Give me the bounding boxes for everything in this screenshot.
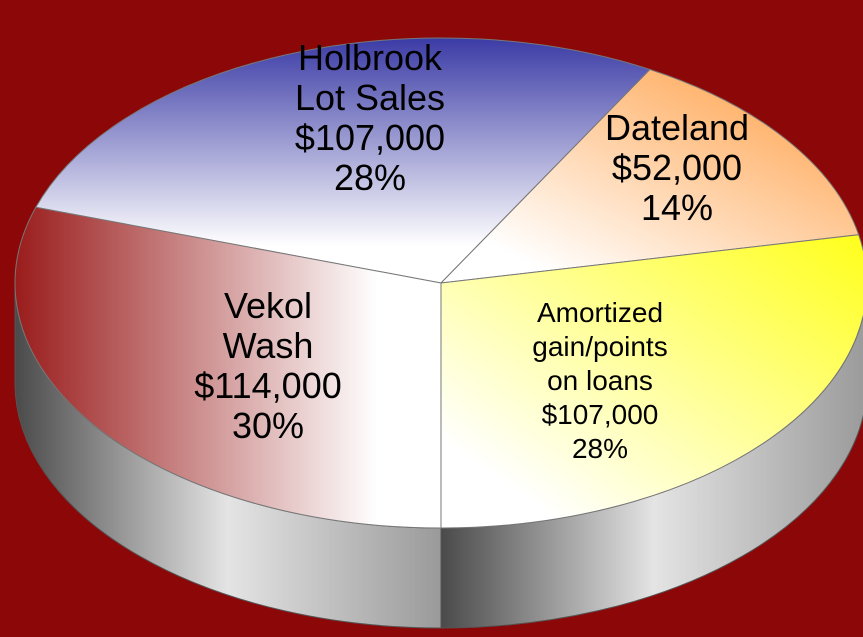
pie-slice [439, 68, 860, 284]
slice-label: Holbrook Lot Sales $107,000 28% [295, 38, 445, 198]
slice-percent: 30% [231, 405, 305, 446]
slice-name: Dateland [604, 107, 750, 148]
slice-label: Amortized gain/points on loans $107,000 28… [532, 296, 667, 466]
pie-slice [35, 37, 651, 284]
slice-percent: 28% [333, 157, 407, 198]
slice-value: $52,000 [611, 147, 743, 188]
slice-name: Holbrook Lot Sales [294, 37, 446, 118]
slice-name: Amortized gain/points on loans [532, 297, 668, 396]
slice-value: $107,000 [541, 399, 659, 430]
pie-slice [14, 206, 442, 529]
slice-percent: 14% [640, 187, 714, 228]
slice-percent: 28% [571, 433, 629, 464]
slice-value: $114,000 [194, 365, 342, 406]
pie-slice [440, 234, 863, 529]
slice-name: Vekol Wash [222, 285, 314, 366]
slice-label: Dateland $52,000 14% [605, 108, 749, 228]
slice-label: Vekol Wash $114,000 30% [194, 286, 341, 446]
slice-value: $107,000 [294, 117, 446, 158]
